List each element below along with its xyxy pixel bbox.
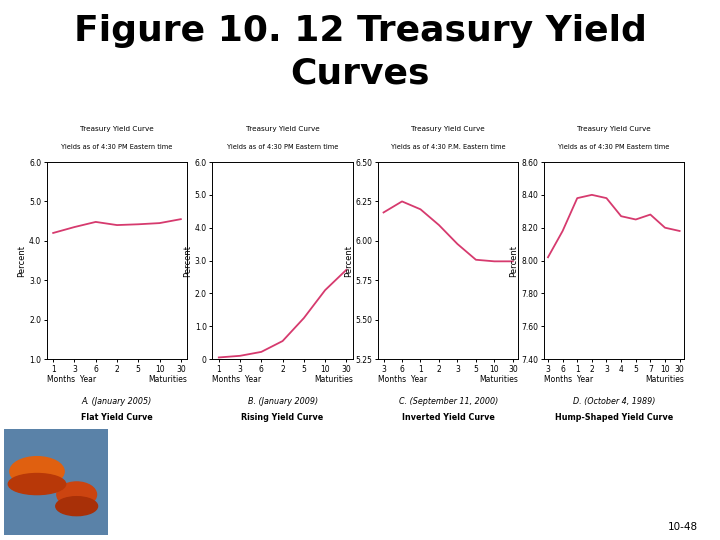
Text: Rising Yield Curve: Rising Yield Curve	[241, 413, 324, 422]
Text: Months  Year: Months Year	[212, 375, 261, 384]
Ellipse shape	[9, 474, 66, 495]
Text: Figure 10. 12 Treasury Yield: Figure 10. 12 Treasury Yield	[73, 14, 647, 48]
Text: Maturities: Maturities	[645, 375, 684, 384]
Text: Treasury Yield Curve: Treasury Yield Curve	[577, 126, 651, 132]
Y-axis label: Percent: Percent	[183, 245, 192, 276]
Text: Months  Year: Months Year	[378, 375, 427, 384]
Text: C. (September 11, 2000): C. (September 11, 2000)	[399, 397, 498, 406]
Ellipse shape	[55, 497, 98, 516]
Y-axis label: Percent: Percent	[509, 245, 518, 276]
Text: Yields as of 4:30 PM Eastern time: Yields as of 4:30 PM Eastern time	[227, 144, 338, 150]
Text: Flat Yield Curve: Flat Yield Curve	[81, 413, 153, 422]
Text: Months  Year: Months Year	[544, 375, 593, 384]
Text: Yields as of 4:30 PM Eastern time: Yields as of 4:30 PM Eastern time	[61, 144, 173, 150]
Text: D. (October 4, 1989): D. (October 4, 1989)	[572, 397, 655, 406]
Text: B. (January 2009): B. (January 2009)	[248, 397, 318, 406]
Text: A. (January 2005): A. (January 2005)	[82, 397, 152, 406]
Text: Yields as of 4:30 PM Eastern time: Yields as of 4:30 PM Eastern time	[558, 144, 670, 150]
Ellipse shape	[57, 482, 96, 507]
Y-axis label: Percent: Percent	[17, 245, 27, 276]
Text: Months  Year: Months Year	[47, 375, 96, 384]
Text: Maturities: Maturities	[480, 375, 518, 384]
Ellipse shape	[10, 457, 64, 486]
Text: 10-48: 10-48	[668, 522, 698, 532]
Text: Inverted Yield Curve: Inverted Yield Curve	[402, 413, 495, 422]
Text: Treasury Yield Curve: Treasury Yield Curve	[411, 126, 485, 132]
Text: Treasury Yield Curve: Treasury Yield Curve	[246, 126, 320, 132]
Text: Maturities: Maturities	[314, 375, 353, 384]
Text: Curves: Curves	[290, 57, 430, 91]
Text: Treasury Yield Curve: Treasury Yield Curve	[80, 126, 154, 132]
Text: Yields as of 4:30 P.M. Eastern time: Yields as of 4:30 P.M. Eastern time	[391, 144, 505, 150]
Y-axis label: Percent: Percent	[343, 245, 353, 276]
Text: Maturities: Maturities	[148, 375, 187, 384]
Text: Hump-Shaped Yield Curve: Hump-Shaped Yield Curve	[554, 413, 673, 422]
